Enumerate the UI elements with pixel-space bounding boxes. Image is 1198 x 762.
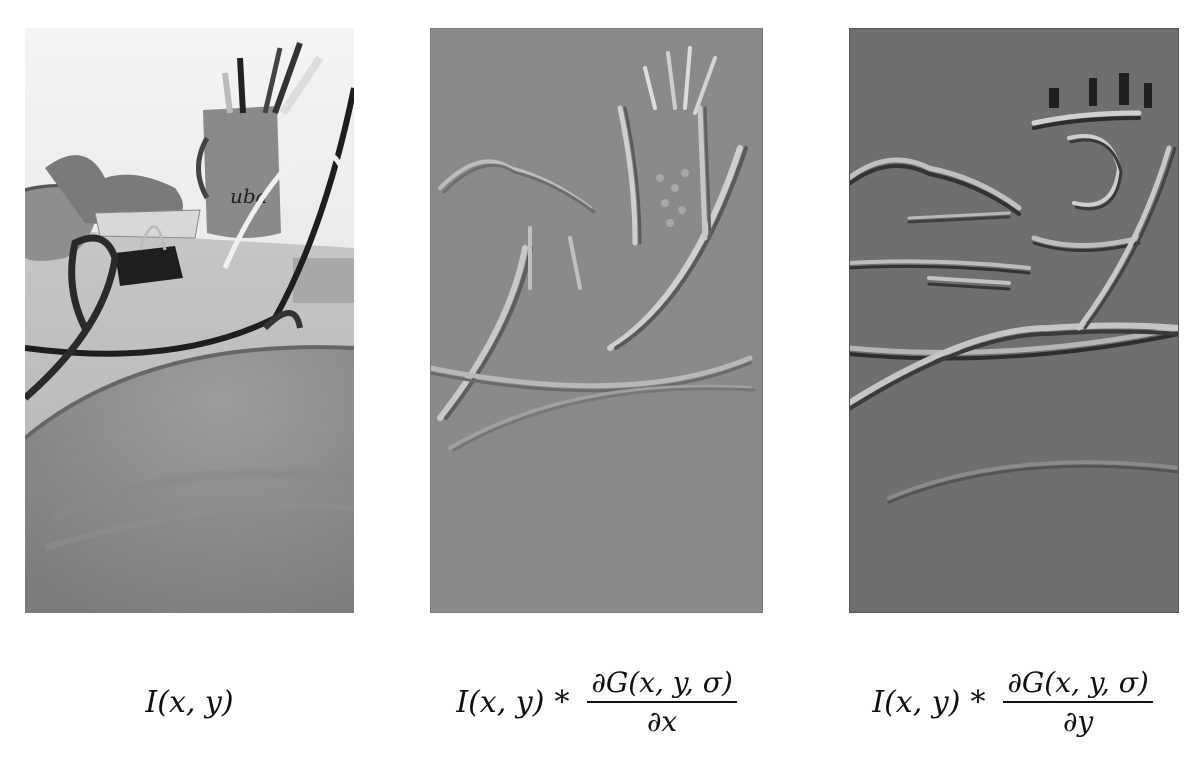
caption-dy-numerator: ∂G(x, y, σ)	[1003, 666, 1153, 703]
caption-dx-operator: *	[554, 684, 570, 720]
caption-dx-denominator: ∂x	[646, 705, 678, 738]
caption-dy: I(x, y) * ∂G(x, y, σ) ∂y	[835, 662, 1190, 742]
dy-derivative-panel	[849, 28, 1179, 613]
caption-dy-prefix: I(x, y)	[872, 684, 961, 720]
caption-original: I(x, y)	[25, 662, 354, 742]
original-image: uba	[25, 28, 354, 613]
caption-dx: I(x, y) * ∂G(x, y, σ) ∂x	[420, 662, 773, 742]
caption-dy-fraction: ∂G(x, y, σ) ∂y	[1003, 666, 1153, 738]
caption-dy-operator: *	[970, 684, 986, 720]
dy-derivative-image	[849, 28, 1179, 613]
caption-dx-prefix: I(x, y)	[456, 684, 545, 720]
dx-derivative-panel	[430, 28, 763, 613]
caption-dy-denominator: ∂y	[1062, 705, 1094, 738]
caption-dx-fraction: ∂G(x, y, σ) ∂x	[587, 666, 737, 738]
caption-dx-numerator: ∂G(x, y, σ)	[587, 666, 737, 703]
caption-original-text: I(x, y)	[145, 684, 234, 720]
original-image-panel: uba	[25, 28, 354, 613]
dx-derivative-image	[430, 28, 763, 613]
